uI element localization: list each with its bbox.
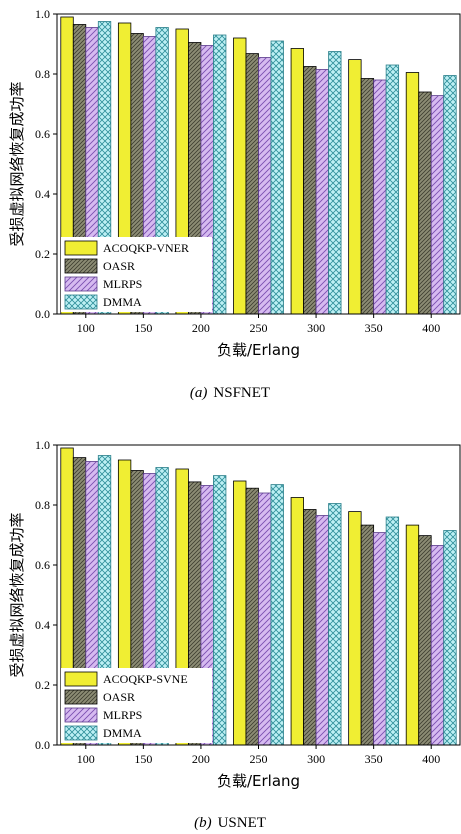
bar-acoqkp-350	[348, 59, 362, 315]
figure-caption: (a) NSFNET	[190, 385, 270, 401]
legend-label-acoqkp: ACOQKP-SVNE	[103, 672, 188, 686]
bar-dmma-400	[443, 75, 457, 315]
legend: ACOQKP-VNER OASR MLRPS DMMA	[61, 237, 212, 312]
legend-swatch-dmma	[64, 725, 98, 741]
x-tick-label: 150	[134, 321, 152, 335]
figure-caption: (b) USNET	[194, 815, 266, 831]
y-tick-label: 0.4	[35, 618, 50, 632]
x-tick-label: 300	[307, 752, 325, 766]
y-tick-label: 0.2	[35, 247, 50, 261]
bar-acoqkp-400	[405, 524, 420, 746]
bar-dmma-400	[443, 530, 457, 746]
y-tick-label: 0.8	[35, 67, 50, 81]
x-tick-label: 350	[365, 752, 383, 766]
y-tick-label: 0.0	[35, 738, 50, 752]
legend-swatch-mlrps	[64, 276, 98, 292]
bar-oasr-400	[418, 535, 432, 746]
legend-label-mlrps: MLRPS	[103, 708, 142, 722]
chart-panel-nsfnet: 100 150 200 250 300 350 400 0.0 0.2 0.4 0.6 0.8 1.0 受…	[8, 7, 461, 401]
x-tick-label: 250	[250, 752, 268, 766]
bar-mlrps-400	[430, 545, 445, 746]
bar-acoqkp-300	[290, 497, 304, 746]
bar-oasr-250	[245, 487, 259, 746]
bar-dmma-350	[385, 64, 400, 315]
x-tick-label: 100	[77, 752, 95, 766]
bar-acoqkp-300	[290, 48, 304, 315]
bar-mlrps-300	[315, 69, 329, 315]
legend-label-oasr: OASR	[103, 259, 135, 273]
plot-frame	[56, 444, 461, 746]
x-tick-label: 350	[365, 321, 383, 335]
bar-dmma-200	[213, 475, 227, 746]
y-axis-label: 受损虚拟网络恢复成功率	[8, 81, 26, 246]
plot-frame	[56, 13, 461, 315]
legend-label-oasr: OASR	[103, 690, 135, 704]
y-tick-label: 0.6	[35, 127, 50, 141]
chart-panel-usnet: 100 150 200 250 300 350 400 0.0 0.2 0.4 0.6 0.8 1.0 受…	[8, 438, 461, 831]
x-tick-label: 300	[307, 321, 325, 335]
x-tick-label: 250	[250, 321, 268, 335]
bar-oasr-250	[245, 53, 259, 315]
bar-oasr-300	[303, 66, 317, 315]
legend-swatch-oasr	[64, 689, 98, 705]
bar-acoqkp-350	[348, 511, 362, 746]
bar-dmma-200	[213, 34, 227, 315]
legend-swatch-acoqkp	[64, 240, 98, 256]
x-axis-label: 负载/Erlang	[217, 772, 300, 790]
legend-swatch-acoqkp	[64, 671, 98, 687]
legend-swatch-oasr	[64, 258, 98, 274]
bar-dmma-250	[270, 40, 284, 315]
x-tick-label: 150	[134, 752, 152, 766]
x-tick-label: 100	[77, 321, 95, 335]
x-axis-label: 负载/Erlang	[217, 341, 300, 359]
legend-label-dmma: DMMA	[103, 726, 142, 740]
y-axis-label: 受损虚拟网络恢复成功率	[8, 512, 26, 677]
bar-mlrps-350	[373, 532, 387, 746]
x-tick-label: 400	[422, 752, 440, 766]
caption-letter: (a)	[190, 385, 208, 401]
y-tick-label: 0.0	[35, 307, 50, 321]
bar-oasr-350	[360, 524, 375, 746]
bar-acoqkp-250	[233, 37, 247, 315]
legend-label-mlrps: MLRPS	[103, 277, 142, 291]
bar-dmma-250	[270, 484, 284, 746]
legend-swatch-mlrps	[64, 707, 98, 723]
bar-oasr-300	[303, 509, 317, 746]
y-tick-label: 1.0	[35, 438, 50, 452]
bar-dmma-350	[385, 516, 400, 746]
legend-swatch-dmma	[64, 294, 98, 310]
bar-mlrps-400	[430, 95, 445, 315]
bar-mlrps-250	[258, 57, 272, 315]
x-tick-label: 200	[192, 752, 210, 766]
y-tick-label: 1.0	[35, 7, 50, 21]
y-tick-label: 0.6	[35, 558, 50, 572]
y-tick-label: 0.2	[35, 678, 50, 692]
bar-acoqkp-400	[405, 72, 420, 315]
y-tick-label: 0.4	[35, 187, 50, 201]
caption-text: NSFNET	[213, 385, 270, 401]
x-tick-label: 200	[192, 321, 210, 335]
y-tick-label: 0.8	[35, 498, 50, 512]
caption-text: USNET	[218, 815, 266, 831]
bars	[60, 447, 457, 746]
bar-oasr-400	[418, 91, 432, 315]
x-tick-label: 400	[422, 321, 440, 335]
bar-mlrps-250	[258, 492, 272, 746]
bar-mlrps-350	[373, 79, 387, 315]
caption-letter: (b)	[194, 815, 212, 831]
legend-label-dmma: DMMA	[103, 295, 142, 309]
bar-dmma-300	[328, 503, 342, 746]
bar-mlrps-300	[315, 515, 329, 746]
bar-dmma-300	[328, 51, 342, 315]
legend-label-acoqkp: ACOQKP-VNER	[103, 241, 189, 255]
bar-oasr-350	[360, 78, 375, 315]
legend: ACOQKP-SVNE OASR MLRPS DMMA	[61, 668, 212, 743]
bar-acoqkp-250	[233, 480, 247, 746]
